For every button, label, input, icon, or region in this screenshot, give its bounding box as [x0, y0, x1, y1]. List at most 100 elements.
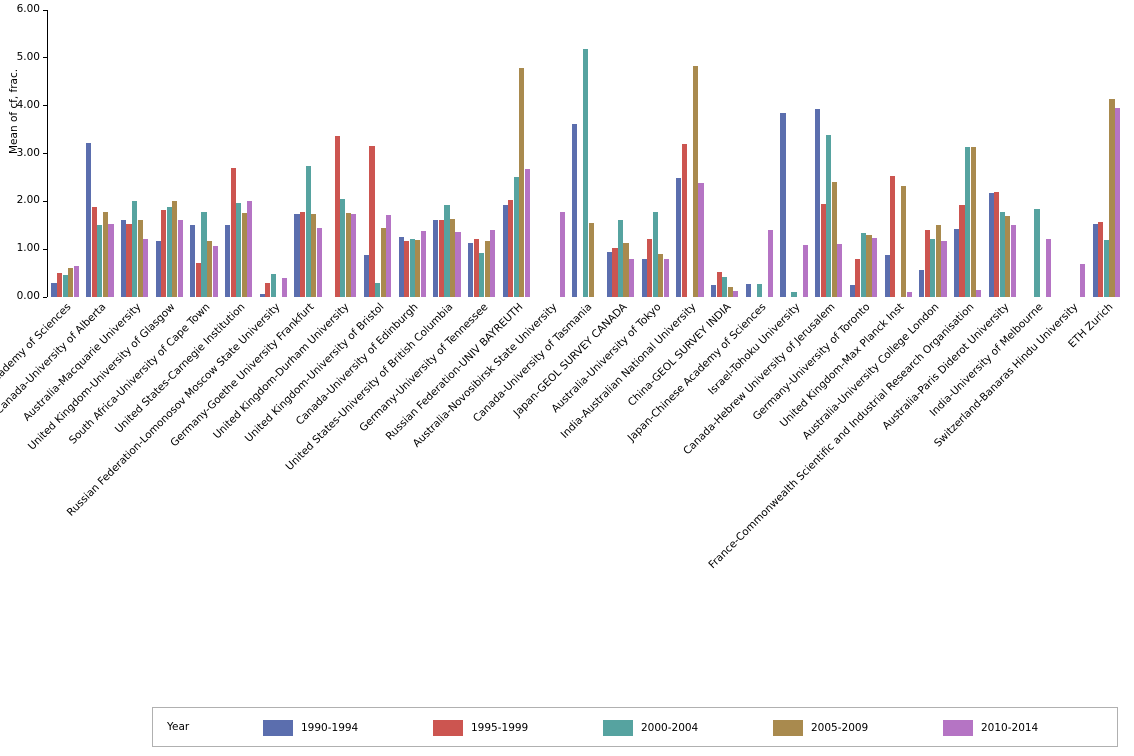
bar [225, 225, 231, 297]
bar-group [86, 10, 114, 297]
bar [386, 214, 392, 297]
bar-group [815, 10, 843, 297]
bar [745, 284, 751, 297]
bar [641, 258, 647, 297]
bar [716, 272, 722, 297]
bar [935, 225, 941, 297]
bar [519, 67, 525, 297]
bar [415, 239, 421, 297]
y-tick [43, 248, 47, 250]
legend-swatch [943, 720, 973, 736]
bar [901, 185, 907, 297]
bar [201, 212, 207, 297]
bar [1005, 215, 1011, 297]
bar-group [1023, 10, 1051, 297]
bar [172, 200, 178, 297]
y-tick [43, 153, 47, 154]
bar [380, 228, 386, 297]
bar-group [155, 10, 184, 297]
bar [190, 225, 196, 297]
bar-group [363, 10, 392, 297]
bar [455, 231, 461, 297]
bar [1098, 222, 1104, 297]
bar [820, 203, 826, 297]
bar [236, 203, 242, 297]
bar [195, 263, 201, 297]
bar [433, 220, 439, 297]
bar-group [710, 10, 739, 297]
bar [270, 274, 276, 297]
legend-label: 1995-1999 [471, 722, 529, 734]
bar [663, 259, 669, 297]
bar-group [433, 10, 461, 297]
bar [970, 146, 976, 297]
legend-title: Year [167, 721, 190, 733]
legend-label: 2010-2014 [981, 722, 1039, 734]
bar [1080, 264, 1086, 297]
bar [1114, 108, 1121, 297]
bar [1034, 209, 1040, 297]
bar-group [467, 10, 496, 297]
bar [855, 258, 861, 297]
y-tick-label: 0.00 [16, 290, 40, 302]
bar [97, 225, 103, 297]
y-tick [43, 200, 47, 202]
legend-swatch [773, 720, 803, 736]
bar-group [329, 10, 357, 297]
bar-group [849, 10, 878, 297]
bar [692, 65, 699, 297]
bar-group [120, 10, 149, 297]
bar [930, 238, 936, 297]
bar [484, 240, 490, 297]
bar [137, 219, 143, 297]
bar [1092, 224, 1098, 297]
bar [588, 222, 594, 297]
bar [247, 201, 253, 297]
bar [953, 229, 960, 297]
bar [62, 275, 68, 297]
plot-area [48, 10, 1124, 297]
bar [860, 233, 867, 297]
bar [826, 135, 832, 297]
bar-group [398, 10, 427, 297]
bar [676, 178, 682, 297]
y-tick-label: 3.00 [16, 146, 40, 159]
y-tick [43, 296, 47, 298]
y-tick-label: 5.00 [16, 50, 40, 63]
bar [120, 219, 127, 297]
x-axis-label: Australia-Paris Diderot University [879, 301, 1012, 433]
bar [409, 238, 415, 297]
bar [524, 168, 531, 297]
bar [976, 289, 982, 297]
legend-label: 1990-1994 [301, 722, 359, 734]
bar [177, 220, 183, 297]
bar-group [953, 10, 982, 297]
bar [161, 209, 167, 297]
bar [281, 277, 288, 297]
bar [612, 247, 618, 297]
y-tick [43, 57, 47, 59]
bar [791, 292, 797, 297]
bar [919, 269, 925, 297]
bar-group [294, 10, 322, 297]
bar [479, 253, 485, 297]
bar [959, 205, 965, 297]
bar [259, 294, 265, 297]
y-tick-label: 1.00 [16, 242, 40, 255]
bar [727, 287, 733, 297]
bar [965, 147, 971, 297]
bar [710, 285, 717, 297]
bar [681, 144, 687, 297]
bar [299, 212, 306, 297]
bar [722, 276, 728, 297]
bar [126, 223, 132, 297]
bar [906, 291, 912, 297]
legend-label: 2005-2009 [811, 722, 869, 734]
bar [780, 112, 786, 297]
bar-group [51, 10, 79, 297]
bar [51, 282, 57, 297]
bar [629, 258, 635, 297]
bar [473, 238, 479, 297]
chart-legend: Year 1990-1994 1995-1999 2000-2004 2005-200… [152, 707, 1118, 747]
